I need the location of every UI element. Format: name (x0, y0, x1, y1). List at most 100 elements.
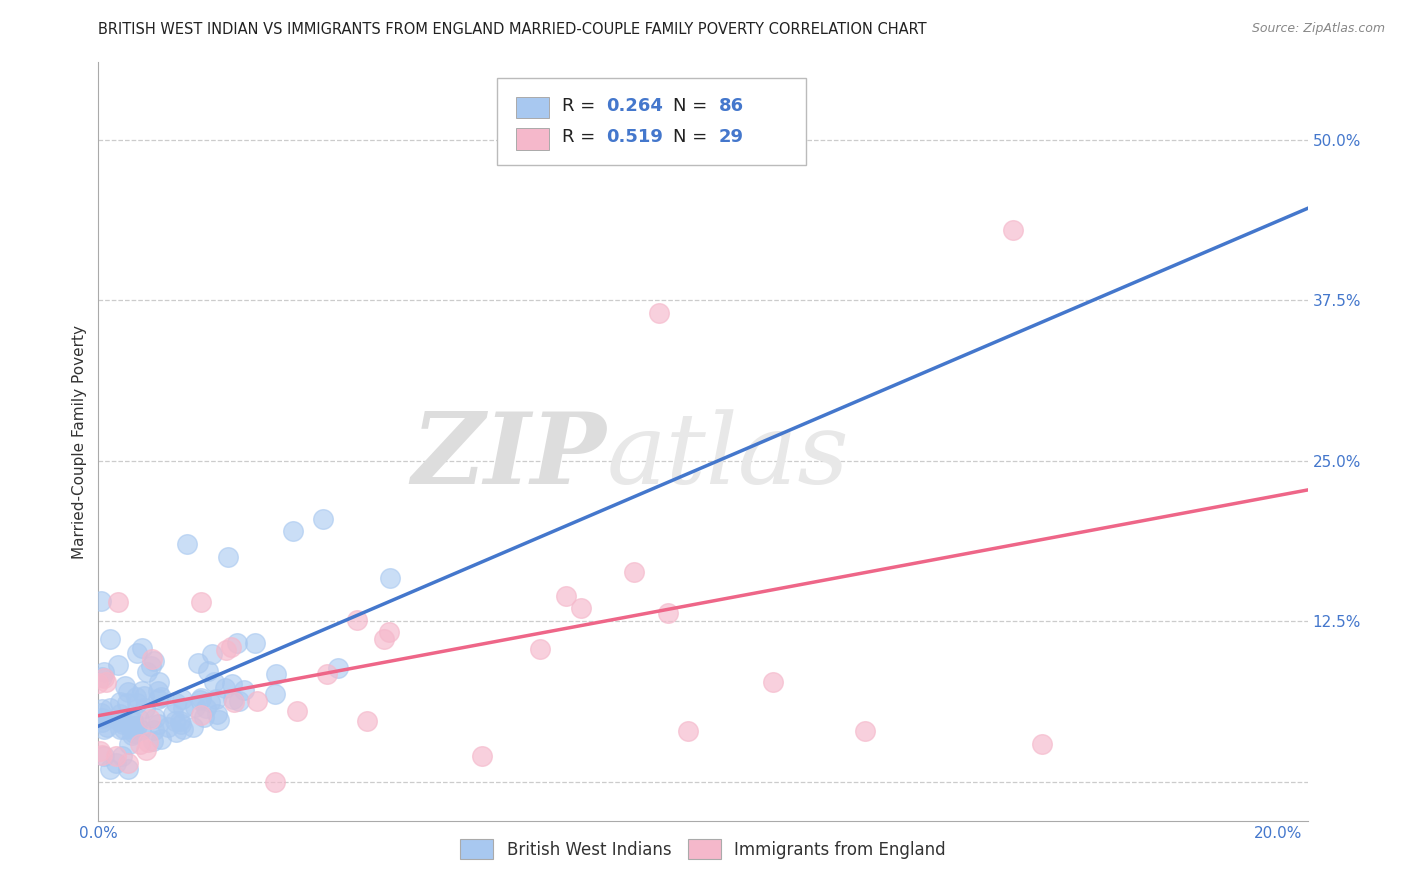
Point (117, 685, 139, 699)
Legend: British West Indians, Immigrants from England: British West Indians, Immigrants from En… (453, 833, 953, 865)
Point (281, 524, 304, 539)
Point (214, 681, 236, 696)
Text: 0.264: 0.264 (606, 96, 664, 115)
Point (169, 717, 191, 731)
Point (122, 719, 145, 733)
Point (108, 722, 131, 736)
Point (471, 749, 494, 764)
Point (90, 715, 112, 730)
Text: 0.519: 0.519 (606, 128, 664, 145)
Point (131, 640, 153, 655)
Point (146, 684, 169, 698)
Point (163, 714, 186, 728)
Point (1031, 737, 1053, 751)
Point (96, 720, 118, 734)
Point (219, 640, 242, 654)
Point (264, 775, 287, 789)
Point (121, 722, 143, 736)
Point (148, 675, 170, 690)
Point (150, 690, 173, 704)
Point (90, 711, 112, 725)
Point (108, 706, 131, 721)
Point (555, 589, 578, 603)
Point (165, 725, 187, 739)
Text: 86: 86 (718, 96, 744, 115)
Point (90, 747, 112, 762)
Point (169, 714, 191, 729)
Point (222, 691, 245, 706)
Point (96, 675, 118, 690)
Point (198, 695, 221, 709)
Point (87, 676, 110, 690)
Text: atlas: atlas (606, 409, 849, 504)
Point (243, 636, 266, 650)
Point (112, 717, 135, 731)
Point (93, 665, 115, 679)
Point (117, 737, 139, 751)
Point (172, 722, 194, 736)
Point (134, 701, 156, 715)
Point (100, 632, 122, 646)
Point (117, 756, 139, 770)
Point (128, 713, 150, 727)
Point (125, 690, 148, 705)
Point (1001, 222, 1024, 236)
Point (135, 743, 157, 757)
Point (208, 713, 231, 727)
FancyBboxPatch shape (498, 78, 806, 165)
Point (162, 707, 184, 722)
Point (93, 749, 115, 764)
Point (346, 613, 368, 627)
Point (222, 695, 245, 709)
Point (217, 550, 239, 565)
Point (356, 714, 378, 729)
Point (193, 710, 215, 724)
Point (90, 706, 112, 721)
Point (141, 659, 163, 673)
Point (201, 648, 224, 662)
Point (114, 679, 136, 693)
Point (190, 595, 212, 609)
FancyBboxPatch shape (516, 96, 550, 118)
Point (204, 675, 226, 690)
Point (143, 654, 166, 668)
Point (129, 723, 152, 738)
Point (172, 701, 194, 715)
Point (205, 691, 228, 706)
Point (326, 660, 349, 674)
Point (190, 707, 212, 722)
Point (90, 594, 112, 608)
Point (127, 646, 149, 660)
Point (853, 723, 876, 738)
Point (263, 687, 285, 701)
Point (90, 670, 112, 684)
Point (170, 692, 193, 706)
Point (143, 711, 166, 725)
Point (225, 636, 247, 650)
Point (117, 762, 139, 776)
Point (648, 306, 671, 320)
Point (378, 571, 401, 585)
Text: N =: N = (673, 128, 713, 145)
Point (149, 732, 172, 747)
Y-axis label: Married-Couple Family Poverty: Married-Couple Family Poverty (72, 325, 87, 558)
Point (122, 725, 145, 739)
Point (93, 671, 115, 685)
Point (190, 691, 212, 706)
Point (146, 717, 169, 731)
Point (221, 676, 243, 690)
Text: R =: R = (561, 96, 600, 115)
Point (132, 689, 155, 703)
Text: N =: N = (673, 96, 713, 115)
Point (378, 625, 401, 640)
Point (228, 694, 250, 708)
Text: R =: R = (561, 128, 600, 145)
Point (100, 700, 122, 714)
Point (117, 718, 139, 732)
Point (569, 601, 592, 615)
Point (105, 756, 128, 770)
Point (125, 719, 148, 733)
Point (107, 714, 129, 729)
Point (139, 712, 162, 726)
Point (93, 723, 115, 737)
